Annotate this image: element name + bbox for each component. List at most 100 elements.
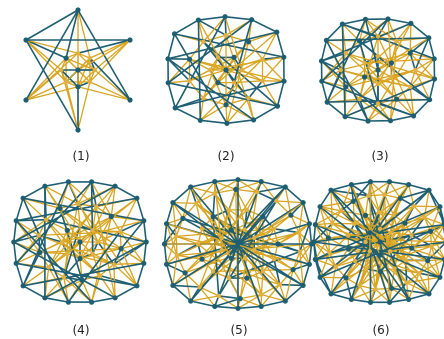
- edge-gold: [407, 272, 420, 301]
- edge-teal: [13, 185, 116, 243]
- graph-node: [402, 220, 408, 226]
- edge-gold: [94, 39, 131, 71]
- edge-teal: [173, 33, 228, 125]
- graph-2: [165, 14, 287, 126]
- edge-gold: [253, 201, 304, 239]
- edge-gold: [66, 197, 138, 255]
- graph-node: [312, 256, 318, 262]
- graph-node: [23, 97, 29, 103]
- edge-teal: [167, 57, 191, 82]
- edge-gold: [235, 188, 263, 296]
- edge-gold: [235, 180, 262, 191]
- edge-teal: [260, 300, 287, 308]
- edge-teal: [167, 82, 176, 109]
- graph-node: [246, 96, 251, 101]
- edge-teal: [174, 80, 285, 109]
- graph-node: [375, 67, 381, 73]
- edge-gold: [314, 210, 342, 226]
- edge-teal: [15, 262, 138, 287]
- edge-teal: [13, 234, 40, 243]
- edge-gold: [77, 57, 91, 88]
- edge-gold: [364, 195, 369, 217]
- edge-gold: [44, 185, 79, 205]
- graph-node: [199, 226, 205, 231]
- graph-node: [161, 241, 168, 247]
- graph-node: [112, 183, 118, 189]
- edge-gold: [172, 254, 178, 287]
- edge-teal: [197, 15, 226, 21]
- edge-gold: [369, 181, 386, 196]
- edge-teal: [90, 181, 94, 255]
- edge-gold: [314, 223, 331, 254]
- graph-node: [13, 218, 19, 224]
- edge-teal: [65, 9, 79, 59]
- edge-teal: [320, 39, 328, 62]
- edge-teal: [44, 296, 70, 303]
- edge-gold: [25, 39, 62, 71]
- graph-node: [352, 258, 358, 264]
- edge-gold: [350, 183, 381, 256]
- graph-node: [212, 179, 218, 185]
- edge-teal: [409, 52, 417, 71]
- graph-node: [338, 208, 344, 213]
- edge-gold: [345, 52, 398, 100]
- edge-gold: [314, 223, 381, 243]
- graph-node: [216, 293, 221, 299]
- edge-teal: [114, 284, 138, 299]
- edge-gold: [347, 235, 408, 284]
- graph-node: [235, 305, 241, 311]
- nodes: [161, 177, 315, 311]
- graph-node: [306, 221, 312, 227]
- graph-node: [367, 179, 374, 185]
- edge-teal: [67, 230, 121, 303]
- panel-label-4: (4): [73, 323, 90, 337]
- edge-gold: [25, 39, 79, 54]
- edge-gold: [45, 219, 101, 277]
- graph-node: [367, 299, 374, 305]
- graph-node: [387, 118, 394, 124]
- edge-gold: [313, 241, 331, 254]
- edge-gold: [81, 279, 93, 303]
- panel-label-5: (5): [231, 323, 248, 337]
- nodes: [165, 14, 287, 126]
- nodes: [11, 179, 149, 305]
- edge-teal: [237, 178, 263, 183]
- edge-teal: [226, 119, 255, 125]
- edge-teal: [237, 305, 263, 310]
- edge-gold: [110, 216, 121, 233]
- graph-node: [362, 60, 367, 66]
- graph-node: [89, 299, 95, 305]
- edge-teal: [189, 300, 216, 308]
- edge-teal: [312, 223, 317, 243]
- graph-node: [377, 269, 384, 275]
- edge-gold: [284, 268, 294, 302]
- graph-node: [388, 230, 393, 235]
- graph-node: [75, 7, 81, 13]
- graph-node: [11, 239, 17, 245]
- panel-5: (5): [161, 177, 315, 337]
- graph-node: [226, 275, 232, 281]
- edge-teal: [22, 185, 46, 199]
- edge-gold: [389, 206, 441, 234]
- edge-teal: [13, 241, 18, 265]
- graph-node: [385, 16, 391, 22]
- graph-5: [161, 177, 315, 311]
- edge-gold: [363, 37, 430, 78]
- graph-node: [233, 186, 239, 192]
- graph-node: [170, 282, 176, 288]
- edge-teal: [320, 18, 389, 82]
- edge-gold: [299, 250, 311, 265]
- graph-node: [226, 207, 232, 213]
- graph-node: [77, 239, 83, 245]
- edge-teal: [399, 189, 430, 200]
- graph-node: [409, 245, 415, 251]
- graph-node: [197, 284, 202, 290]
- graph-node: [366, 193, 371, 198]
- edge-teal: [404, 259, 408, 284]
- edge-teal: [388, 180, 410, 186]
- edge-gold: [298, 231, 311, 265]
- edge-teal: [143, 241, 147, 265]
- graph-node: [112, 295, 118, 301]
- edge-gold: [367, 181, 391, 197]
- graph-node: [426, 291, 432, 297]
